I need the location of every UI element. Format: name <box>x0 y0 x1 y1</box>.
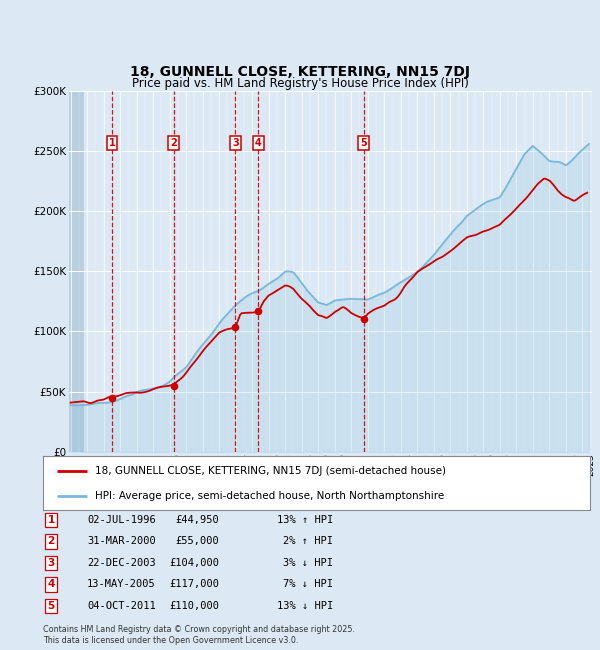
Text: Price paid vs. HM Land Registry's House Price Index (HPI): Price paid vs. HM Land Registry's House … <box>131 77 469 90</box>
Text: 3% ↓ HPI: 3% ↓ HPI <box>283 558 333 568</box>
Text: 02-JUL-1996: 02-JUL-1996 <box>87 515 156 525</box>
Text: 1: 1 <box>109 138 115 148</box>
Text: HPI: Average price, semi-detached house, North Northamptonshire: HPI: Average price, semi-detached house,… <box>95 491 445 500</box>
Text: £117,000: £117,000 <box>169 579 219 590</box>
Text: 2% ↑ HPI: 2% ↑ HPI <box>283 536 333 547</box>
Text: 5: 5 <box>361 138 367 148</box>
Text: 4: 4 <box>47 579 55 590</box>
Text: 5: 5 <box>47 601 55 611</box>
Text: 3: 3 <box>232 138 239 148</box>
Text: 13-MAY-2005: 13-MAY-2005 <box>87 579 156 590</box>
Text: 4: 4 <box>255 138 262 148</box>
Text: 2: 2 <box>47 536 55 547</box>
Text: 2: 2 <box>170 138 177 148</box>
Text: 22-DEC-2003: 22-DEC-2003 <box>87 558 156 568</box>
Bar <box>69 91 85 452</box>
Text: 04-OCT-2011: 04-OCT-2011 <box>87 601 156 611</box>
Text: 3: 3 <box>47 558 55 568</box>
Text: 18, GUNNELL CLOSE, KETTERING, NN15 7DJ: 18, GUNNELL CLOSE, KETTERING, NN15 7DJ <box>130 65 470 79</box>
Text: £110,000: £110,000 <box>169 601 219 611</box>
Text: £44,950: £44,950 <box>175 515 219 525</box>
Text: Contains HM Land Registry data © Crown copyright and database right 2025.
This d: Contains HM Land Registry data © Crown c… <box>43 625 355 645</box>
Text: 18, GUNNELL CLOSE, KETTERING, NN15 7DJ (semi-detached house): 18, GUNNELL CLOSE, KETTERING, NN15 7DJ (… <box>95 466 446 476</box>
Text: 13% ↓ HPI: 13% ↓ HPI <box>277 601 333 611</box>
Text: 7% ↓ HPI: 7% ↓ HPI <box>283 579 333 590</box>
Text: 1: 1 <box>47 515 55 525</box>
Text: £55,000: £55,000 <box>175 536 219 547</box>
Text: 31-MAR-2000: 31-MAR-2000 <box>87 536 156 547</box>
Text: £104,000: £104,000 <box>169 558 219 568</box>
Text: 13% ↑ HPI: 13% ↑ HPI <box>277 515 333 525</box>
